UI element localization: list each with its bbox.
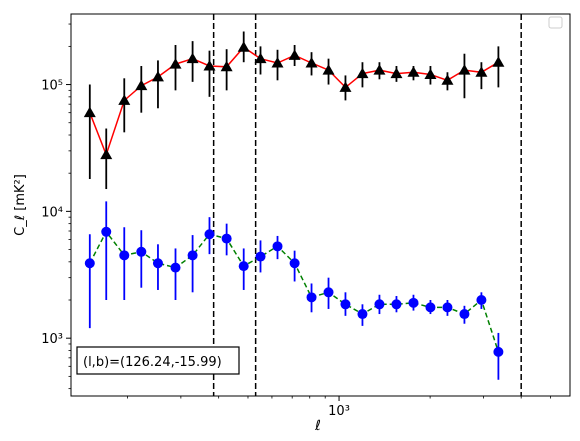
x-tick-label: 10³ xyxy=(328,404,350,419)
data-point xyxy=(373,64,386,75)
data-point xyxy=(357,309,368,320)
data-point xyxy=(119,250,130,261)
data-point xyxy=(151,70,164,82)
data-point xyxy=(254,52,267,64)
annotation-text: (l,b)=(126.24,-15.99) xyxy=(83,355,222,370)
data-point xyxy=(169,58,182,69)
data-point xyxy=(101,226,112,237)
data-point xyxy=(306,292,317,303)
data-point xyxy=(203,60,216,71)
data-point xyxy=(390,67,403,79)
data-point xyxy=(84,258,95,269)
data-point xyxy=(136,246,147,257)
axes: 10³ 10⁴ 10⁵ 10³ xyxy=(41,13,571,419)
data-point xyxy=(322,64,335,75)
data-point xyxy=(305,56,318,68)
data-point xyxy=(170,262,181,273)
data-point xyxy=(340,299,351,310)
data-point xyxy=(408,297,419,308)
y-tick-label: 10³ xyxy=(41,332,63,347)
data-point xyxy=(459,309,470,320)
data-point xyxy=(289,258,300,269)
data-point xyxy=(339,81,352,92)
axes-frame xyxy=(70,13,571,397)
annotation-box: (l,b)=(126.24,-15.99) xyxy=(76,346,240,375)
data-point xyxy=(442,302,453,313)
x-axis-label: ℓ xyxy=(314,418,321,434)
data-point xyxy=(220,60,233,72)
data-point xyxy=(272,241,283,252)
data-point xyxy=(237,41,250,52)
data-point xyxy=(493,346,504,357)
data-point xyxy=(255,251,266,262)
data-point xyxy=(118,94,131,105)
data-point xyxy=(475,66,488,77)
data-point xyxy=(186,52,199,64)
data-point xyxy=(458,64,471,75)
data-point xyxy=(152,258,163,269)
data-point xyxy=(288,49,301,60)
data-point xyxy=(476,295,487,306)
plot-area xyxy=(83,14,522,396)
data-point xyxy=(221,233,232,244)
data-point xyxy=(424,68,437,80)
y-tick-label: 10⁵ xyxy=(41,79,63,94)
data-point xyxy=(374,299,385,310)
data-point xyxy=(323,287,334,298)
data-point xyxy=(356,67,369,79)
data-point xyxy=(441,74,454,85)
data-point xyxy=(271,56,284,68)
data-point xyxy=(135,79,148,91)
legend xyxy=(548,16,563,29)
data-point xyxy=(391,299,402,310)
data-point xyxy=(100,148,113,160)
data-point xyxy=(425,302,436,313)
y-axis-label: C_ℓ [mK²] xyxy=(13,174,28,236)
y-tick-label: 10⁴ xyxy=(41,205,63,220)
data-point xyxy=(407,66,420,77)
data-point xyxy=(492,56,505,67)
data-point xyxy=(83,106,96,118)
data-point xyxy=(187,250,198,261)
series-2-line xyxy=(89,230,500,353)
data-point xyxy=(238,261,249,272)
data-point xyxy=(204,229,215,240)
